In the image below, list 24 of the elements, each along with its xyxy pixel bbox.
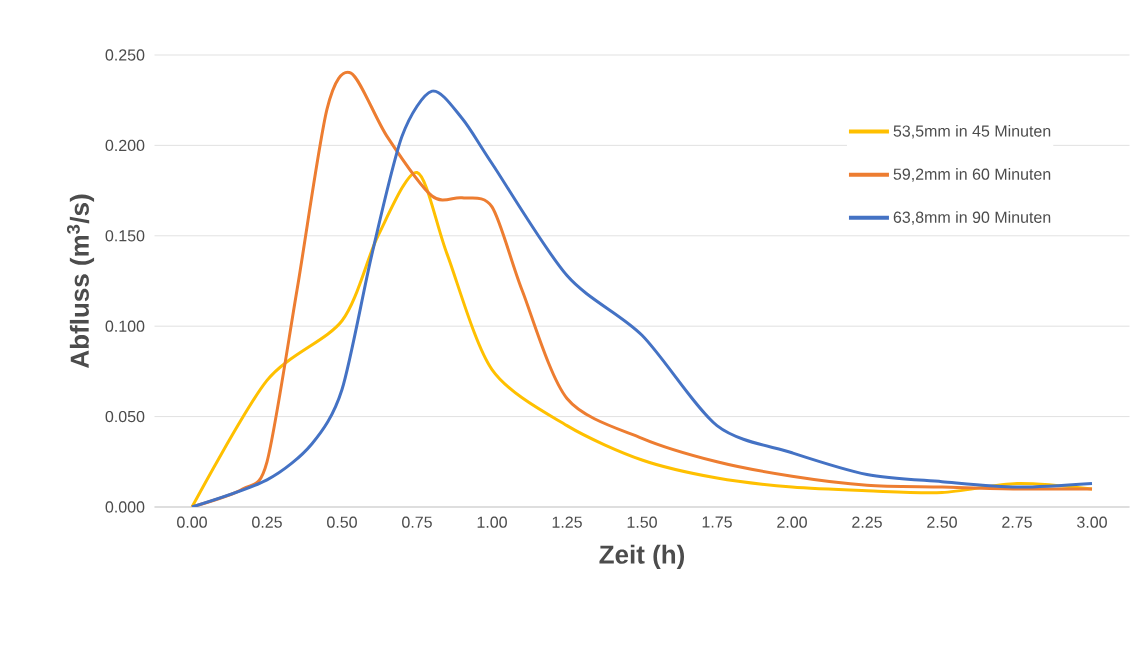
y-tick-label: 0.000	[105, 501, 145, 513]
y-tick-label: 0.100	[105, 320, 145, 332]
x-tick-label: 1.25	[552, 516, 582, 528]
legend-label: 63,8mm in 90 Minuten	[893, 211, 1051, 225]
x-tick-label: 2.25	[852, 516, 882, 528]
x-tick-label: 2.75	[1002, 516, 1032, 528]
x-tick-label: 1.75	[702, 516, 732, 528]
x-axis-title: Zeit (h)	[599, 544, 685, 569]
y-tick-label: 0.250	[105, 49, 145, 61]
x-tick-label: 0.25	[252, 516, 282, 528]
x-tick-label: 2.50	[927, 516, 957, 528]
x-tick-label: 0.00	[177, 516, 207, 528]
x-tick-label: 0.50	[327, 516, 357, 528]
x-tick-label: 0.75	[402, 516, 432, 528]
x-tick-label: 1.00	[477, 516, 507, 528]
y-tick-label: 0.050	[105, 410, 145, 423]
x-tick-label: 3.00	[1077, 516, 1107, 528]
x-tick-label: 1.50	[627, 516, 657, 528]
x-tick-label: 2.00	[777, 516, 807, 528]
legend-label: 59,2mm in 60 Minuten	[893, 168, 1051, 182]
y-tick-label: 0.150	[105, 230, 145, 242]
y-tick-label: 0.200	[105, 139, 145, 152]
y-axis-title: Abfluss (m$^{3}$/s)	[66, 194, 95, 368]
legend-label: 53,5mm in 45 Minuten	[893, 124, 1051, 139]
